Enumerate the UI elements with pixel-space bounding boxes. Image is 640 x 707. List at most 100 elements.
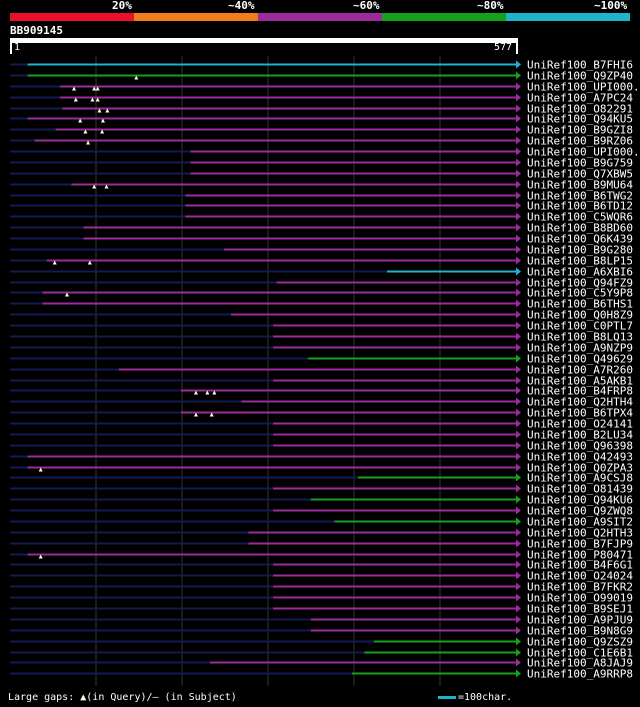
hit-arrow-icon	[516, 463, 521, 472]
query-name: BB909145	[10, 24, 63, 37]
hit-label: UniRef100_Q2HTH4	[527, 396, 633, 409]
hit-arrow-icon	[516, 180, 521, 189]
gap-marker-icon	[212, 390, 217, 395]
hit-arrow-icon	[516, 223, 521, 232]
hit-arrow-icon	[516, 376, 521, 385]
hit-arrow-icon	[516, 419, 521, 428]
hit-label: UniRef100_Q0H8Z9	[527, 309, 633, 322]
gap-marker-icon	[92, 184, 97, 189]
hit-arrow-icon	[516, 278, 521, 287]
hit-arrow-icon	[516, 201, 521, 210]
hit-arrow-icon	[516, 158, 521, 167]
gap-marker-icon	[193, 412, 198, 417]
scale-segment-green	[382, 13, 506, 21]
hit-label: UniRef100_O24141	[527, 418, 633, 431]
hit-label: UniRef100_O82291	[527, 103, 633, 116]
hit-label: UniRef100_O99019	[527, 592, 633, 605]
gap-marker-icon	[134, 75, 139, 80]
scale-segment-cyan	[506, 13, 630, 21]
hit-label: UniRef100_B6TPX4	[527, 407, 633, 420]
hit-arrow-icon	[516, 408, 521, 417]
hit-arrow-icon	[516, 550, 521, 559]
hit-label: UniRef100_A7R260	[527, 364, 633, 377]
hit-label: UniRef100_Q0ZPA3	[527, 462, 633, 475]
hit-arrow-icon	[516, 82, 521, 91]
hit-arrow-icon	[516, 669, 521, 678]
scale-label-40: ~40%	[228, 0, 255, 12]
gap-marker-icon	[193, 390, 198, 395]
scale-label-60: ~60%	[353, 0, 380, 12]
hit-label: UniRef100_P80471	[527, 549, 633, 562]
hit-label: UniRef100_O24024	[527, 570, 633, 583]
ruler-start: 1	[14, 42, 21, 53]
hit-arrow-icon	[516, 114, 521, 123]
scale-label-80: ~80%	[477, 0, 504, 12]
scale-segment-purple	[258, 13, 382, 21]
hit-label: UniRef100_B6TD12	[527, 200, 633, 213]
hit-label: UniRef100_C5WQR6	[527, 211, 633, 224]
hit-arrow-icon	[516, 560, 521, 569]
hit-label: UniRef100_Q49629	[527, 353, 633, 366]
hit-label: UniRef100_B2LU34	[527, 429, 633, 442]
ruler-start-tick	[10, 42, 12, 54]
hit-label: UniRef100_B9G759	[527, 157, 633, 170]
hit-arrow-icon	[516, 386, 521, 395]
ruler-end-tick	[516, 42, 518, 54]
gap-marker-icon	[95, 86, 100, 91]
hit-label: UniRef100_B9RZ06	[527, 135, 633, 148]
scale-label-20: 20%	[112, 0, 132, 12]
hit-arrow-icon	[516, 626, 521, 635]
hit-arrow-icon	[516, 430, 521, 439]
hit-label: UniRef100_Q96398	[527, 440, 633, 453]
hit-arrow-icon	[516, 60, 521, 69]
hit-arrow-icon	[516, 267, 521, 276]
hit-label: UniRef100_A8JAJ9	[527, 657, 633, 670]
gap-marker-icon	[97, 108, 102, 113]
hit-label: UniRef100_B9N8G9	[527, 625, 633, 638]
hit-arrow-icon	[516, 245, 521, 254]
hit-arrow-icon	[516, 365, 521, 374]
hit-label: UniRef100_Q42493	[527, 451, 633, 464]
gap-marker-icon	[38, 554, 43, 559]
hit-label: UniRef100_B9MU64	[527, 179, 633, 192]
hit-arrow-icon	[516, 299, 521, 308]
hit-label: UniRef100_B6TWG2	[527, 190, 633, 203]
hit-arrow-icon	[516, 539, 521, 548]
hit-label: UniRef100_Q94FZ9	[527, 277, 633, 290]
hit-label: UniRef100_B9SEJ1	[527, 603, 633, 616]
hit-arrow-icon	[516, 288, 521, 297]
hit-label: UniRef100_B6THS1	[527, 298, 633, 311]
hit-arrow-icon	[516, 136, 521, 145]
hit-arrow-icon	[516, 71, 521, 80]
gap-marker-icon	[100, 118, 105, 123]
gap-marker-icon	[78, 118, 83, 123]
hit-label: UniRef100_B7FHI6	[527, 59, 633, 72]
hit-label: UniRef100_A6XBI6	[527, 266, 633, 279]
hit-arrow-icon	[516, 191, 521, 200]
hit-label: UniRef100_Q94KU5	[527, 113, 633, 126]
hit-arrow-icon	[516, 473, 521, 482]
hit-arrow-icon	[516, 452, 521, 461]
legend-scale: =100char.	[438, 692, 512, 704]
hit-arrow-icon	[516, 256, 521, 265]
hit-label: UniRef100_A9CSJ8	[527, 472, 633, 485]
legend-bar-text: =100char.	[458, 692, 513, 703]
hit-arrow-icon	[516, 397, 521, 406]
gap-marker-icon	[105, 108, 110, 113]
legend-gaps-text: (in Query)/– (in Subject)	[86, 692, 237, 703]
hit-arrow-icon	[516, 517, 521, 526]
hit-label: UniRef100_Q2HTH3	[527, 527, 633, 540]
gap-marker-icon	[38, 467, 43, 472]
hit-arrow-icon	[516, 571, 521, 580]
query-ruler	[10, 38, 518, 43]
hit-arrow-icon	[516, 604, 521, 613]
hit-arrow-icon	[516, 528, 521, 537]
hit-arrow-icon	[516, 125, 521, 134]
scale-bar-icon	[438, 695, 456, 699]
hit-arrow-icon	[516, 321, 521, 330]
hit-arrow-icon	[516, 658, 521, 667]
gap-marker-icon	[87, 260, 92, 265]
ruler-end: 577	[494, 42, 513, 53]
hit-label: UniRef100_B9GZI8	[527, 124, 633, 137]
hit-label: UniRef100_B4F6G1	[527, 559, 633, 572]
